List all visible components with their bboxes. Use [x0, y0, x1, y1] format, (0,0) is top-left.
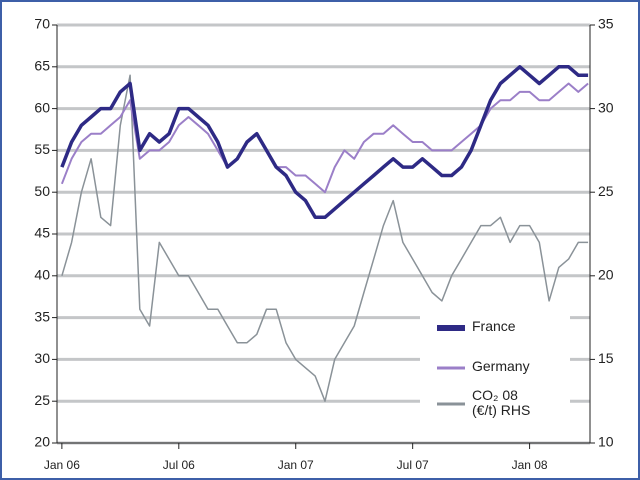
x-tick-label: Jan 07 [278, 458, 314, 472]
y-tick-label: 20 [34, 434, 50, 450]
y-tick-label: 30 [34, 350, 50, 366]
y-tick-label: 55 [34, 141, 50, 157]
plot [60, 65, 589, 402]
axes: 20 25 30 35 40 45 50 55 60 65 70 10 15 20 25 30 35 Jan 06… [34, 16, 613, 472]
y-tick-label: 25 [34, 392, 50, 408]
legend-label: Germany [472, 359, 530, 374]
y2-tick-label: 25 [598, 183, 614, 199]
y-tick-label: 40 [34, 267, 50, 283]
legend-label-box: France [472, 319, 516, 334]
legend-label: France [472, 319, 516, 334]
x-tick-label: Jan 06 [44, 458, 80, 472]
y-tick-label: 45 [34, 225, 50, 241]
y-tick-label: 65 [34, 58, 50, 74]
series-line [60, 82, 589, 194]
legend-label-box: CO₂ 08 (€/t) RHS [472, 388, 531, 418]
legend: France Germany CO₂ 08 (€/t) RHS [420, 305, 570, 433]
x-tick-label: Jan 08 [512, 458, 548, 472]
y-tick-label: 60 [34, 99, 50, 115]
y2-tick-label: 15 [598, 350, 614, 366]
x-tick-label: Jul 06 [163, 458, 195, 472]
legend-label-box: Germany [472, 359, 530, 374]
y-tick-label: 35 [34, 308, 50, 324]
y2-tick-label: 35 [598, 16, 614, 32]
series-line [60, 65, 589, 220]
y-tick-label: 70 [34, 16, 50, 32]
y2-tick-label: 30 [598, 99, 614, 115]
y2-tick-label: 10 [598, 434, 614, 450]
legend-label: CO₂ 08 (€/t) RHS [472, 388, 531, 418]
y-tick-label: 50 [34, 183, 50, 199]
y2-tick-label: 20 [598, 267, 614, 283]
series-line [61, 74, 589, 402]
x-tick-label: Jul 07 [397, 458, 429, 472]
